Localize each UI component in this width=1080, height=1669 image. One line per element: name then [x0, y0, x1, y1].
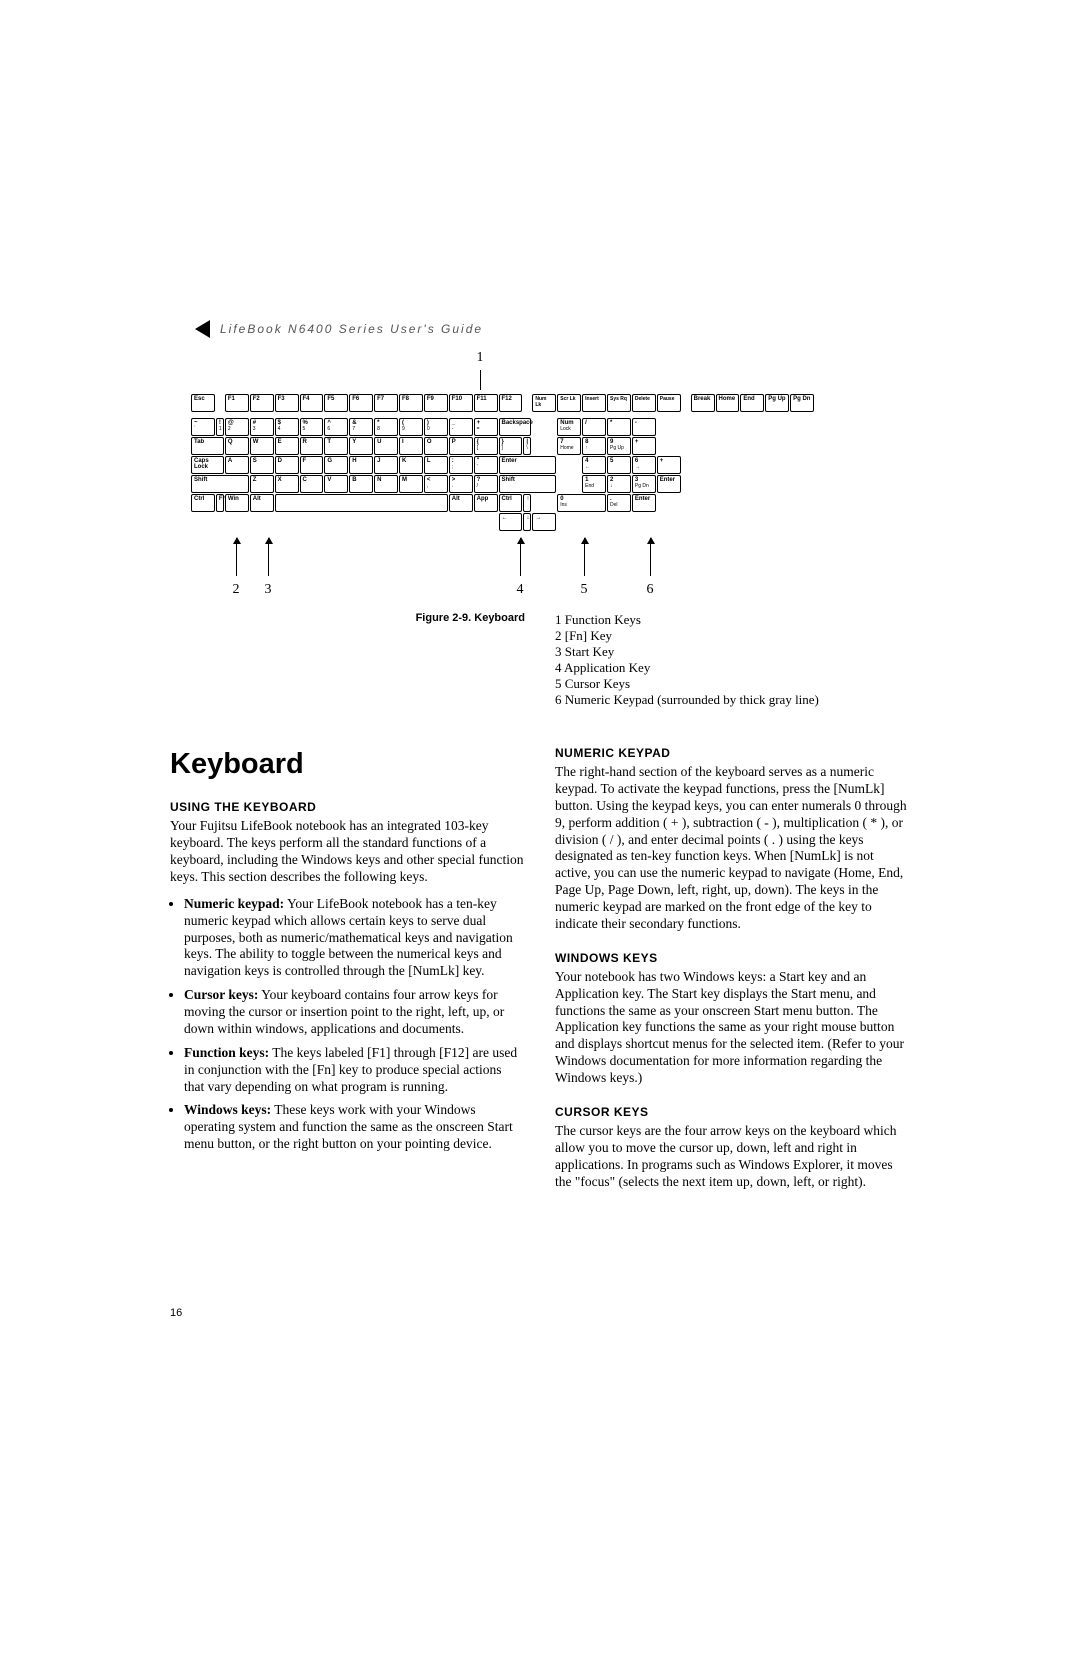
legend-item: 5 Cursor Keys: [555, 676, 890, 692]
callout-label: 3: [265, 582, 272, 598]
callout-label: 6: [647, 582, 654, 598]
feature-list: Numeric keypad: Your LifeBook notebook h…: [170, 896, 525, 1153]
section-heading: CURSOR KEYS: [555, 1105, 910, 1120]
callout-label: 4: [517, 582, 524, 598]
section: CURSOR KEYS The cursor keys are the four …: [555, 1105, 910, 1191]
section-heading: WINDOWS KEYS: [555, 951, 910, 966]
legend-item: 1 Function Keys: [555, 612, 890, 628]
section: NUMERIC KEYPAD The right-hand section of …: [555, 746, 910, 933]
callout-arrow: [650, 538, 651, 576]
legend-item: 3 Start Key: [555, 644, 890, 660]
callout-top-line: [480, 370, 481, 390]
left-column: Keyboard USING THE KEYBOARD Your Fujitsu…: [170, 746, 525, 1208]
list-item: Cursor keys: Your keyboard contains four…: [184, 987, 525, 1038]
page-number: 16: [170, 1307, 182, 1319]
header-arrow-icon: [195, 320, 210, 338]
callouts-bottom: 2 3 4 5 6: [190, 538, 890, 598]
callout-arrow: [584, 538, 585, 576]
callout-top-label: 1: [130, 350, 830, 366]
legend-item: 4 Application Key: [555, 660, 890, 676]
section-paragraph: The right-hand section of the keyboard s…: [555, 764, 910, 933]
callout-arrow: [268, 538, 269, 576]
section: WINDOWS KEYS Your notebook has two Window…: [555, 951, 910, 1087]
keyboard-diagram: EscF1F2F3F4F5F6F7F8F9F10F11F12Num LkScr …: [190, 393, 890, 532]
callout-label: 2: [233, 582, 240, 598]
callout-label: 5: [581, 582, 588, 598]
legend-item: 6 Numeric Keypad (surrounded by thick gr…: [555, 692, 890, 708]
using-keyboard-heading: USING THE KEYBOARD: [170, 800, 525, 815]
list-item: Function keys: The keys labeled [F1] thr…: [184, 1045, 525, 1096]
legend-item: 2 [Fn] Key: [555, 628, 890, 644]
figure-caption: Figure 2-9. Keyboard: [190, 612, 555, 708]
section-paragraph: The cursor keys are the four arrow keys …: [555, 1123, 910, 1191]
callout-arrow: [520, 538, 521, 576]
list-item: Numeric keypad: Your LifeBook notebook h…: [184, 896, 525, 980]
running-head: LifeBook N6400 Series User's Guide: [220, 322, 483, 336]
section-paragraph: Your notebook has two Windows keys: a St…: [555, 969, 910, 1087]
section-heading: NUMERIC KEYPAD: [555, 746, 910, 761]
list-item: Windows keys: These keys work with your …: [184, 1102, 525, 1153]
figure-legend: 1 Function Keys2 [Fn] Key3 Start Key4 Ap…: [555, 612, 890, 708]
callout-arrow: [236, 538, 237, 576]
using-keyboard-intro: Your Fujitsu LifeBook notebook has an in…: [170, 818, 525, 886]
page-title: Keyboard: [170, 746, 525, 782]
keyboard-figure: 1 EscF1F2F3F4F5F6F7F8F9F10F11F12Num LkSc…: [190, 350, 890, 708]
right-column: NUMERIC KEYPAD The right-hand section of …: [555, 746, 910, 1208]
